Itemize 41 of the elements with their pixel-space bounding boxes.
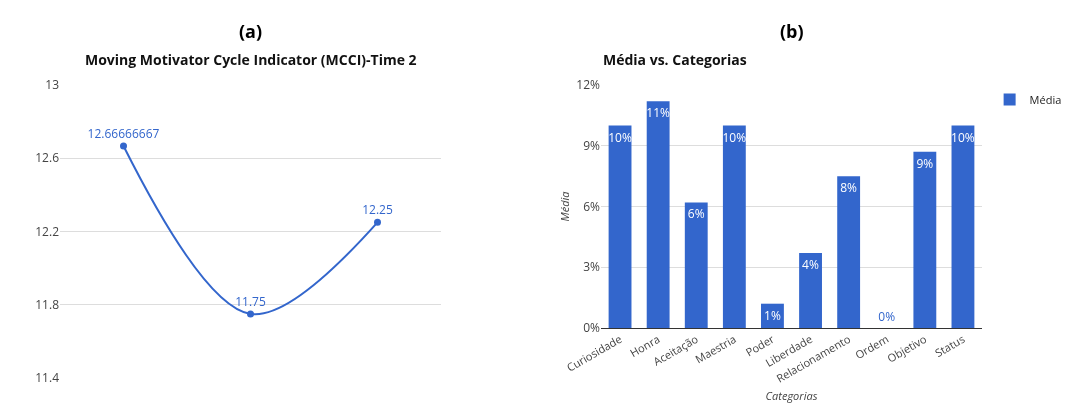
- point: [374, 218, 381, 226]
- y-tick-label: 6%: [583, 197, 601, 215]
- chart-subtitle: Moving Motivator Cycle Indicator (MCCI)-Time 2: [85, 50, 417, 69]
- data-label: 1%: [764, 306, 781, 324]
- bar: [722, 125, 746, 328]
- data-label: 6%: [687, 205, 705, 223]
- chart-title: (b): [780, 19, 804, 43]
- data-label: 8%: [840, 179, 858, 197]
- y-tick-label: 13: [45, 76, 60, 94]
- data-label: 11.75: [235, 292, 266, 310]
- data-label: 0%: [878, 308, 896, 325]
- y-tick-label: 12.6: [35, 149, 60, 167]
- point: [120, 142, 127, 150]
- y-tick-label: 12.2: [35, 222, 60, 240]
- y-tick-label: 3%: [583, 258, 601, 276]
- x-axis-title: Categorias: [765, 387, 818, 403]
- y-tick-label: 11.8: [35, 295, 60, 313]
- y-tick-label: 9%: [583, 136, 601, 154]
- y-tick-label: 0%: [583, 319, 601, 337]
- data-label: 9%: [916, 154, 934, 172]
- bar: [646, 101, 670, 328]
- bar: [799, 253, 822, 328]
- data-label: 10%: [722, 128, 747, 146]
- data-label: 10%: [951, 128, 975, 146]
- bar: [913, 151, 937, 328]
- y-axis-title: Média: [557, 191, 572, 222]
- bar: [684, 202, 708, 328]
- bar: [837, 176, 861, 328]
- y-tick-label: 12%: [576, 76, 601, 94]
- data-label: 12.25: [362, 200, 393, 218]
- chart-title: (a): [239, 19, 263, 43]
- chart-subtitle: Média vs. Categorias: [603, 50, 747, 69]
- y-tick-label: 11.4: [35, 369, 60, 387]
- legend-label: Média: [1029, 91, 1062, 107]
- data-label: 10%: [608, 128, 632, 146]
- bar: [951, 125, 975, 328]
- data-label: 11%: [646, 104, 671, 122]
- bar: [608, 125, 632, 328]
- data-label: 12.66666667: [87, 124, 160, 142]
- point: [247, 310, 254, 318]
- data-label: 4%: [802, 256, 819, 274]
